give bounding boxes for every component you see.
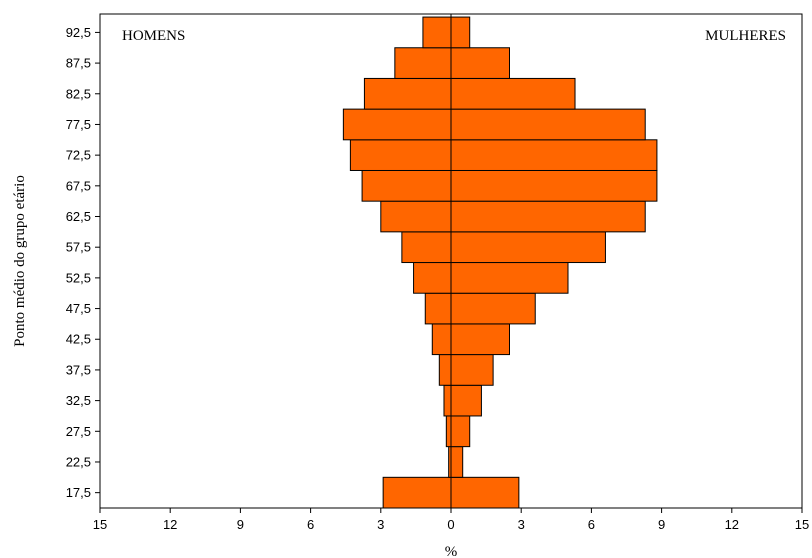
bar-left-77-5 [342, 108, 452, 141]
bar-right-77-5 [450, 108, 646, 141]
bar-left-92-5 [422, 16, 452, 49]
y-tick-label: 32,5 [66, 393, 91, 408]
y-tick-label: 52,5 [66, 270, 91, 285]
y-tick-label: 82,5 [66, 86, 91, 101]
left-series-label: HOMENS [122, 28, 185, 44]
bar-right-52-5 [450, 262, 569, 294]
x-tick-label: 0 [447, 517, 454, 532]
y-tick-label: 92,5 [66, 25, 91, 40]
x-tick-label: 6 [588, 517, 595, 532]
bar-left-47-5 [424, 292, 452, 325]
x-axis-title: % [445, 544, 458, 558]
bar-right-47-5 [450, 292, 536, 325]
bars-layer [342, 16, 658, 509]
y-tick-label: 62,5 [66, 209, 91, 224]
y-tick-label: 67,5 [66, 178, 91, 193]
bar-left-27-5 [445, 415, 452, 448]
y-tick-label: 22,5 [66, 454, 91, 469]
x-tick-label: 9 [658, 517, 665, 532]
y-axis-ticks: 17,5 22,5 27,5 32,5 37,5 42,5 47,5 52,5 57,5 62,5… [66, 25, 100, 500]
bar-left-82-5 [363, 77, 452, 110]
x-tick-label: 3 [377, 517, 384, 532]
y-tick-label: 57,5 [66, 240, 91, 255]
bar-right-72-5 [450, 139, 658, 171]
y-tick-label: 17,5 [66, 485, 91, 500]
bar-left-17-5 [382, 476, 452, 509]
right-series-label: MULHERES [705, 28, 786, 44]
bar-right-32-5 [450, 384, 482, 417]
y-tick-label: 87,5 [66, 56, 91, 71]
y-tick-label: 47,5 [66, 301, 91, 316]
bar-right-62-5 [450, 200, 646, 233]
bar-left-62-5 [380, 200, 452, 233]
bar-left-52-5 [413, 262, 452, 294]
bar-left-32-5 [443, 384, 452, 417]
bar-right-27-5 [450, 415, 471, 448]
bar-right-42-5 [450, 323, 510, 356]
x-tick-label: 12 [725, 517, 739, 532]
x-axis-ticks: 15 12 9 6 3 0 3 6 9 12 15 [93, 508, 809, 532]
x-tick-label: 15 [93, 517, 107, 532]
bar-right-37-5 [450, 354, 494, 386]
y-tick-label: 37,5 [66, 362, 91, 377]
bar-right-17-5 [450, 476, 520, 509]
y-axis-title: Ponto médio do grupo etário [12, 175, 28, 347]
bar-right-82-5 [450, 77, 576, 110]
x-tick-label: 6 [307, 517, 314, 532]
bar-left-37-5 [438, 354, 452, 386]
bar-right-22-5 [450, 446, 464, 478]
bar-left-67-5 [361, 169, 452, 202]
x-tick-label: 9 [237, 517, 244, 532]
bar-right-87-5 [450, 47, 510, 79]
bar-left-72-5 [349, 139, 452, 171]
x-tick-label: 12 [163, 517, 177, 532]
x-tick-label: 3 [518, 517, 525, 532]
bar-right-67-5 [450, 169, 658, 202]
y-tick-label: 42,5 [66, 332, 91, 347]
bar-left-57-5 [401, 231, 452, 264]
bar-left-42-5 [431, 323, 452, 356]
bar-left-87-5 [394, 47, 452, 79]
bar-right-57-5 [450, 231, 606, 264]
y-tick-label: 27,5 [66, 424, 91, 439]
x-tick-label: 15 [795, 517, 809, 532]
y-tick-label: 72,5 [66, 148, 91, 163]
bar-right-92-5 [450, 16, 471, 49]
y-tick-label: 77,5 [66, 117, 91, 132]
